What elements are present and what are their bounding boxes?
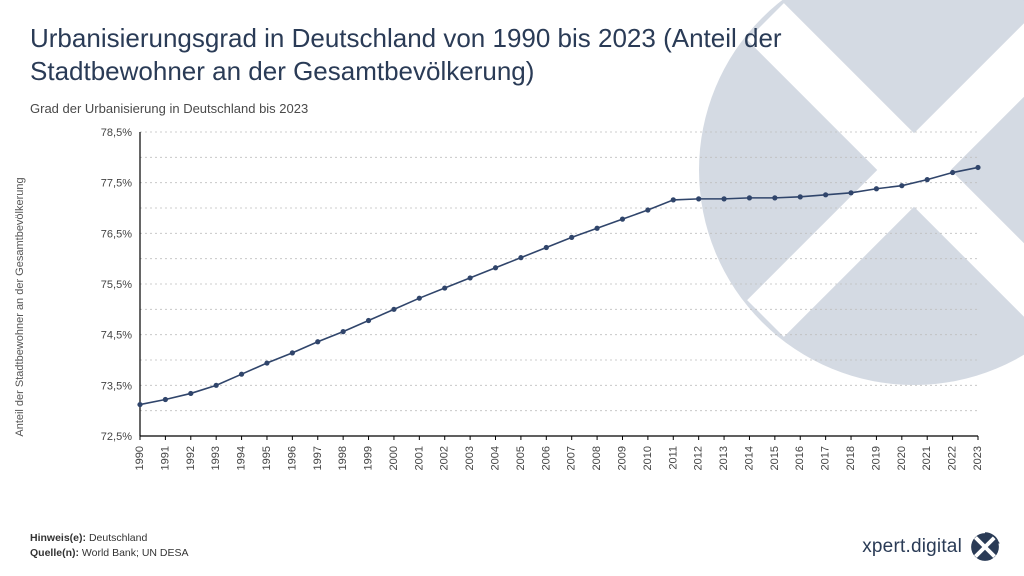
data-point: [823, 192, 828, 197]
x-tick-label: 2009: [616, 446, 628, 470]
data-point: [874, 186, 879, 191]
line-chart: 72,5% 73,5% 74,5% 75,5% 76,5% 77,5% 78,5% 1990 1…: [30, 122, 990, 492]
x-tick-label: 2021: [921, 446, 933, 470]
data-point: [417, 296, 422, 301]
x-tick-label: 1996: [286, 446, 298, 470]
data-point: [544, 245, 549, 250]
data-point: [899, 183, 904, 188]
x-tick-label: 2022: [947, 446, 959, 470]
data-point: [341, 329, 346, 334]
data-point: [366, 318, 371, 323]
data-point: [798, 194, 803, 199]
data-point: [163, 397, 168, 402]
x-tick-label: 2003: [464, 446, 476, 470]
data-point: [468, 275, 473, 280]
data-point: [848, 190, 853, 195]
x-tick-label: 2019: [870, 446, 882, 470]
data-point: [493, 265, 498, 270]
data-point: [569, 235, 574, 240]
data-point: [721, 196, 726, 201]
data-point: [671, 197, 676, 202]
y-tick-label: 77,5%: [101, 178, 132, 190]
y-tick-label: 73,5%: [101, 380, 132, 392]
y-tick-label: 78,5%: [101, 127, 132, 139]
x-tick-label: 2008: [591, 446, 603, 470]
data-point: [925, 177, 930, 182]
x-tick-label: 2007: [566, 446, 578, 470]
y-tick-label: 75,5%: [101, 279, 132, 291]
x-tick-label: 1990: [134, 446, 146, 470]
data-point: [772, 195, 777, 200]
x-tick-label: 1998: [337, 446, 349, 470]
x-tick-label: 2000: [388, 446, 400, 470]
x-tick-label: 2006: [540, 446, 552, 470]
chart-subtitle: Grad der Urbanisierung in Deutschland bi…: [30, 101, 994, 116]
data-point: [239, 372, 244, 377]
data-point: [264, 360, 269, 365]
x-tick-label: 1997: [312, 446, 324, 470]
x-tick-label: 2005: [515, 446, 527, 470]
x-tick-label: 2010: [642, 446, 654, 470]
data-point: [315, 339, 320, 344]
data-point: [645, 207, 650, 212]
x-tick-label: 1999: [363, 446, 375, 470]
x-tick-label: 2020: [896, 446, 908, 470]
data-point: [594, 226, 599, 231]
data-point: [975, 165, 980, 170]
data-point: [391, 307, 396, 312]
x-tick-label: 2014: [743, 446, 755, 470]
data-point: [518, 255, 523, 260]
data-point: [696, 196, 701, 201]
x-tick-label: 2011: [667, 446, 679, 470]
data-point: [137, 402, 142, 407]
x-tick-label: 2012: [693, 446, 705, 470]
series-line: [140, 167, 978, 404]
chart-title: Urbanisierungsgrad in Deutschland von 19…: [30, 22, 910, 87]
data-point: [214, 383, 219, 388]
y-tick-label: 74,5%: [101, 330, 132, 342]
x-tick-label: 2013: [718, 446, 730, 470]
data-point: [442, 285, 447, 290]
x-tick-label: 2016: [794, 446, 806, 470]
chart-area: Anteil der Stadtbewohner an der Gesamtbe…: [30, 122, 990, 492]
x-tick-label: 1994: [236, 446, 248, 470]
x-tick-label: 2017: [820, 446, 832, 470]
y-axis-label: Anteil der Stadtbewohner an der Gesamtbe…: [14, 177, 26, 436]
x-tick-label: 1992: [185, 446, 197, 470]
x-tick-label: 2002: [439, 446, 451, 470]
x-tick-label: 2004: [490, 446, 502, 470]
x-tick-label: 2015: [769, 446, 781, 470]
y-tick-label: 76,5%: [101, 228, 132, 240]
x-tick-label: 2023: [972, 446, 984, 470]
y-tick-label: 72,5%: [101, 431, 132, 443]
x-tick-label: 2001: [413, 446, 425, 470]
x-tick-label: 2018: [845, 446, 857, 470]
data-point: [188, 391, 193, 396]
data-point: [620, 217, 625, 222]
data-point: [747, 195, 752, 200]
data-point: [950, 170, 955, 175]
x-tick-label: 1991: [159, 446, 171, 470]
data-point: [290, 350, 295, 355]
x-tick-label: 1995: [261, 446, 273, 470]
x-tick-label: 1993: [210, 446, 222, 470]
